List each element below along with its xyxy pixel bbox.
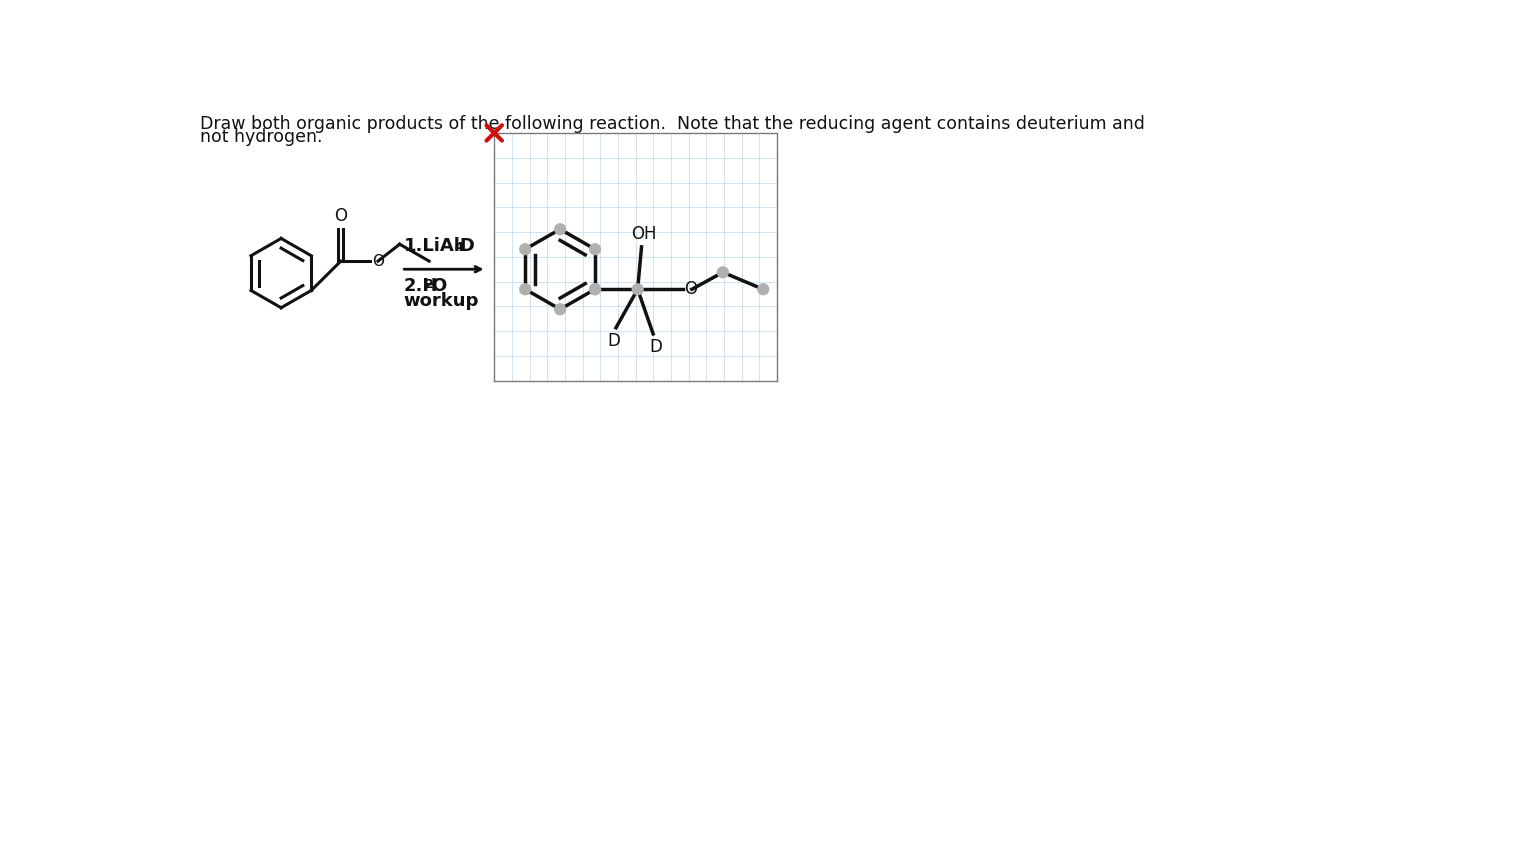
Text: not hydrogen.: not hydrogen. — [200, 129, 323, 146]
Text: Draw both organic products of the following reaction.  Note that the reducing ag: Draw both organic products of the follow… — [200, 115, 1144, 133]
Circle shape — [519, 244, 530, 255]
Circle shape — [590, 284, 601, 295]
Text: 1.LiAlD: 1.LiAlD — [404, 238, 476, 256]
Text: OH: OH — [631, 225, 656, 243]
Circle shape — [590, 284, 601, 295]
Text: D: D — [607, 332, 621, 350]
Text: O: O — [430, 277, 445, 295]
Text: 4: 4 — [455, 241, 464, 254]
Bar — [495, 133, 777, 381]
Circle shape — [633, 284, 644, 295]
Circle shape — [717, 267, 728, 277]
Text: 2.H: 2.H — [404, 277, 438, 295]
Circle shape — [554, 304, 565, 314]
Circle shape — [554, 224, 565, 235]
Circle shape — [757, 284, 768, 295]
Text: O: O — [335, 207, 347, 225]
Circle shape — [519, 284, 530, 295]
Text: workup: workup — [404, 292, 479, 310]
Circle shape — [590, 244, 601, 255]
Text: O: O — [372, 254, 384, 269]
Text: D: D — [650, 338, 662, 356]
Text: 2: 2 — [424, 278, 433, 291]
Text: O: O — [684, 280, 697, 298]
